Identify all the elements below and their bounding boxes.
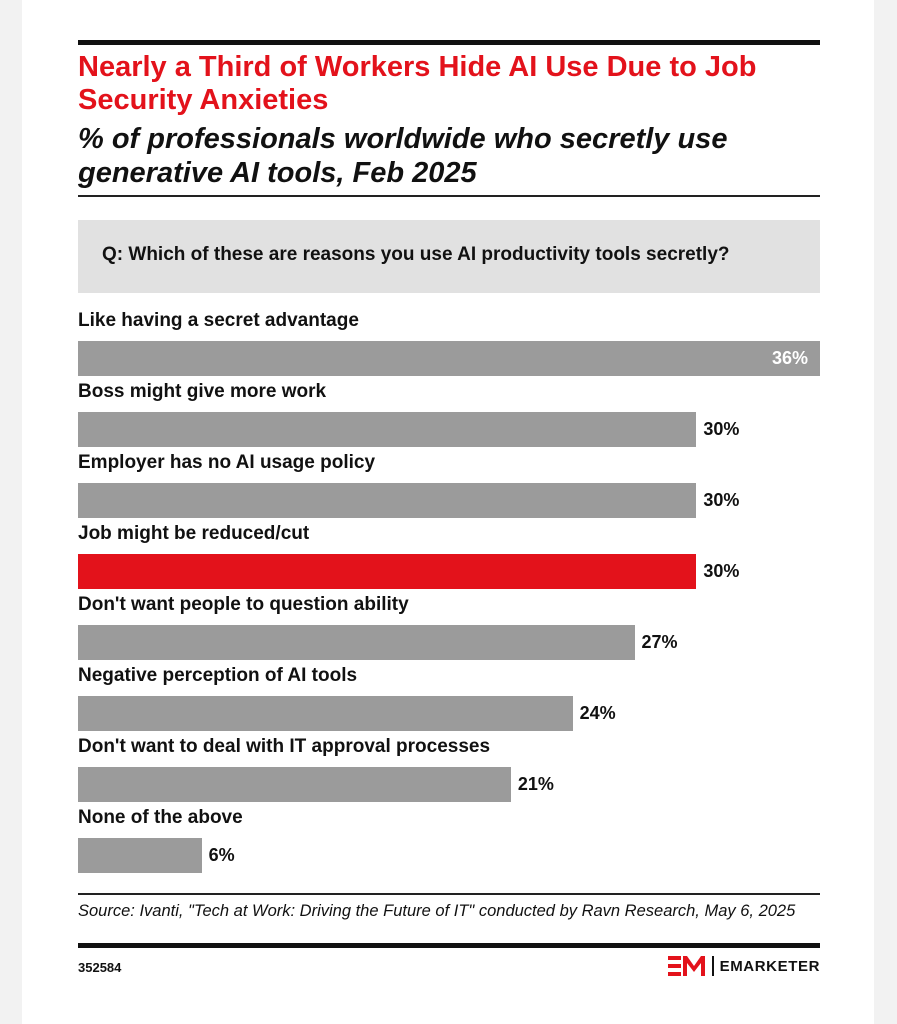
bar-value-label: 30% — [703, 561, 740, 581]
bottom-rule — [78, 943, 820, 948]
bar-value-label: 27% — [641, 632, 678, 652]
top-rule — [78, 40, 820, 45]
bar-chart: Like having a secret advantage 36% Boss mi… — [78, 310, 820, 880]
brand-name: EMARKETER — [719, 957, 820, 975]
bar-label: Like having a secret advantage — [78, 310, 359, 331]
bar — [78, 412, 697, 447]
brand[interactable]: EMARKETER — [668, 955, 820, 977]
bar-label: Boss might give more work — [78, 381, 327, 402]
source-note: Source: Ivanti, "Tech at Work: Driving t… — [78, 902, 796, 920]
chart-subtitle: % of professionals worldwide who secretl… — [78, 123, 728, 189]
chart-id: 352584 — [78, 960, 122, 975]
bar-label: Don't want people to question ability — [78, 594, 409, 615]
bar-value-label: 30% — [703, 490, 740, 510]
bar — [78, 483, 697, 518]
bar-label: Job might be reduced/cut — [78, 523, 310, 544]
bar-value-label: 6% — [208, 845, 235, 865]
subtitle-rule — [78, 195, 820, 197]
source-rule — [78, 893, 820, 895]
question-box: Q: Which of these are reasons you use AI… — [78, 220, 820, 293]
bar — [78, 767, 511, 802]
bar — [78, 341, 820, 376]
bar-label: Don't want to deal with IT approval proc… — [78, 736, 491, 757]
bar-label: None of the above — [78, 807, 243, 828]
bar-value-label: 24% — [579, 703, 616, 723]
em-logo-icon — [668, 956, 706, 976]
bar-label: Employer has no AI usage policy — [78, 452, 376, 473]
bar — [78, 696, 573, 731]
brand-separator — [712, 956, 714, 976]
bar — [78, 625, 635, 660]
bar-value-label: 21% — [517, 774, 554, 794]
bar — [78, 838, 202, 873]
bar-value-label: 36% — [772, 348, 809, 368]
bar-value-label: 30% — [703, 419, 740, 439]
chart-title: Nearly a Third of Workers Hide AI Use Du… — [78, 51, 757, 116]
bar — [78, 554, 697, 589]
question-text: Q: Which of these are reasons you use AI… — [102, 244, 730, 265]
bar-label: Negative perception of AI tools — [78, 665, 358, 686]
